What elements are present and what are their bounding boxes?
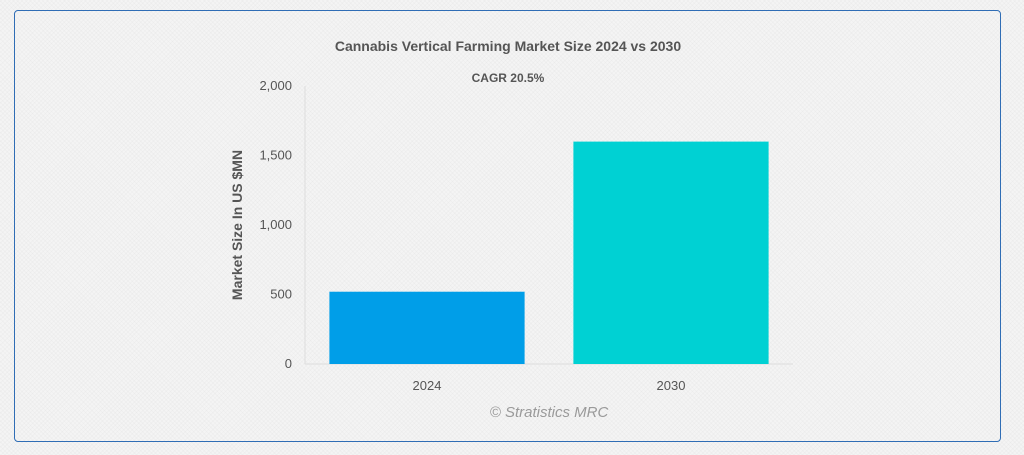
y-tick-label: 1,500 bbox=[259, 148, 292, 163]
watermark: © Stratistics MRC bbox=[490, 404, 609, 421]
bars bbox=[329, 141, 769, 364]
chart-card bbox=[14, 10, 1001, 442]
y-axis-ticks: 0 500 1,000 1,500 2,000 bbox=[259, 78, 292, 371]
chart-title: Cannabis Vertical Farming Market Size 20… bbox=[335, 38, 682, 54]
x-tick-label: 2024 bbox=[413, 378, 442, 393]
y-axis-title: Market Size In US $MN bbox=[229, 150, 245, 300]
y-tick-label: 500 bbox=[270, 287, 292, 302]
y-tick-label: 0 bbox=[285, 356, 292, 371]
x-tick-label: 2030 bbox=[657, 378, 686, 393]
y-tick-label: 1,000 bbox=[259, 217, 292, 232]
y-tick-label: 2,000 bbox=[259, 78, 292, 93]
x-axis-ticks: 2024 2030 bbox=[413, 378, 686, 393]
bar-2030 bbox=[573, 141, 769, 364]
bar-2024 bbox=[329, 291, 525, 364]
cagr-annotation: CAGR 20.5% bbox=[472, 71, 545, 85]
